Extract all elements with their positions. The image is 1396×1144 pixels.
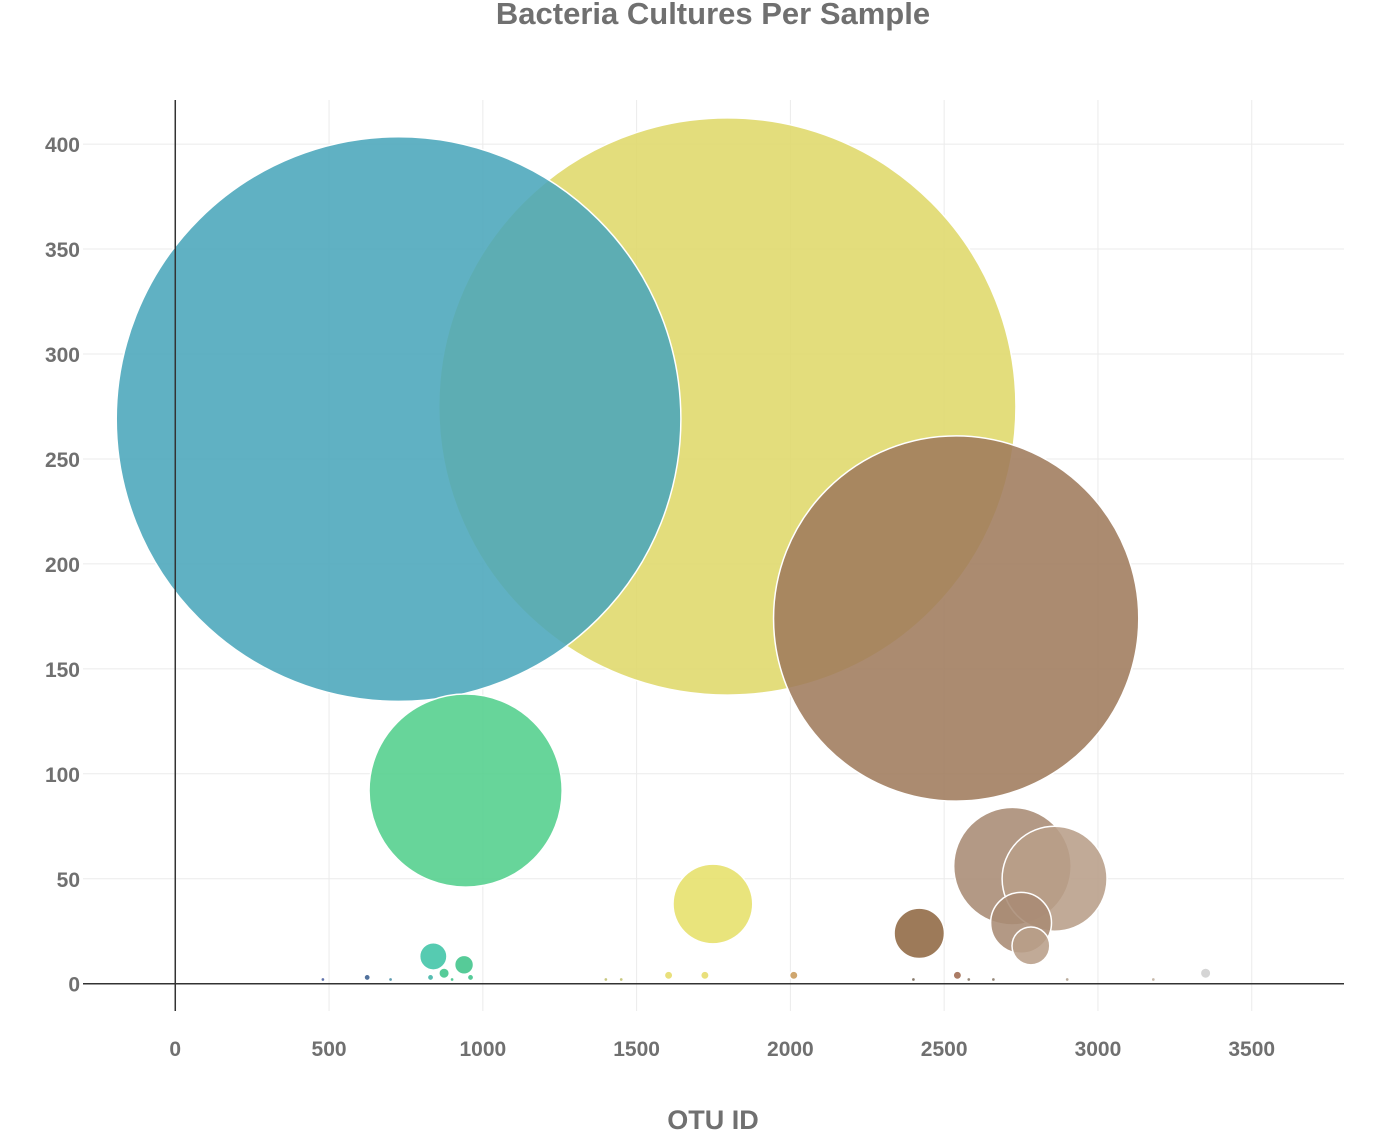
bubble-marker[interactable] xyxy=(603,976,609,983)
bubble-marker[interactable] xyxy=(449,976,455,983)
y-tick-label: 400 xyxy=(45,134,80,157)
bubble-marker[interactable] xyxy=(699,970,710,981)
chart-title: Bacteria Cultures Per Sample xyxy=(496,0,930,31)
bubble-marker[interactable] xyxy=(1064,976,1071,983)
tick-layer: 0 500 1000 1500 2000 2500 3000 3500 0 50 100 150 200… xyxy=(45,134,1275,1061)
x-tick-label: 3500 xyxy=(1228,1038,1275,1061)
bubble-marker[interactable] xyxy=(672,863,754,945)
bubble-marker[interactable] xyxy=(418,942,448,971)
x-tick-label: 0 xyxy=(169,1038,181,1061)
bubble-marker[interactable] xyxy=(387,976,394,983)
bubble-marker[interactable] xyxy=(910,976,917,983)
axis-layer xyxy=(83,100,1344,1011)
bubble-marker[interactable] xyxy=(368,693,563,888)
bubble-marker[interactable] xyxy=(453,954,475,976)
bubble-marker[interactable] xyxy=(618,976,625,983)
y-tick-label: 350 xyxy=(45,239,80,262)
y-tick-label: 300 xyxy=(45,344,80,367)
y-tick-label: 250 xyxy=(45,449,80,472)
bubble-marker[interactable] xyxy=(363,973,372,982)
x-tick-label: 1000 xyxy=(459,1038,506,1061)
bubble-layer xyxy=(115,117,1212,983)
bubble-marker[interactable] xyxy=(1199,967,1212,980)
bubble-marker[interactable] xyxy=(1011,926,1051,966)
x-tick-label: 500 xyxy=(312,1038,347,1061)
bubble-marker[interactable] xyxy=(438,967,451,980)
bubble-marker[interactable] xyxy=(115,135,682,703)
y-tick-label: 150 xyxy=(45,659,80,682)
bubble-marker[interactable] xyxy=(952,970,963,981)
x-tick-label: 2500 xyxy=(921,1038,968,1061)
bubble-marker[interactable] xyxy=(965,976,972,983)
x-axis-title: OTU ID xyxy=(667,1105,759,1135)
x-tick-label: 2000 xyxy=(767,1038,814,1061)
y-tick-label: 200 xyxy=(45,554,80,577)
bubble-marker[interactable] xyxy=(772,435,1140,802)
y-tick-label: 0 xyxy=(68,974,80,997)
y-tick-label: 100 xyxy=(45,764,80,787)
bubble-marker[interactable] xyxy=(990,976,997,983)
y-tick-label: 50 xyxy=(57,869,80,892)
bubble-marker[interactable] xyxy=(320,976,326,983)
bubble-marker[interactable] xyxy=(466,973,475,982)
bubble-marker[interactable] xyxy=(663,970,674,981)
x-tick-label: 1500 xyxy=(613,1038,660,1061)
bubble-marker[interactable] xyxy=(426,973,435,982)
bubble-marker[interactable] xyxy=(788,970,799,981)
bubble-marker[interactable] xyxy=(893,907,946,960)
x-tick-label: 3000 xyxy=(1075,1038,1122,1061)
bubble-marker[interactable] xyxy=(1150,976,1157,983)
